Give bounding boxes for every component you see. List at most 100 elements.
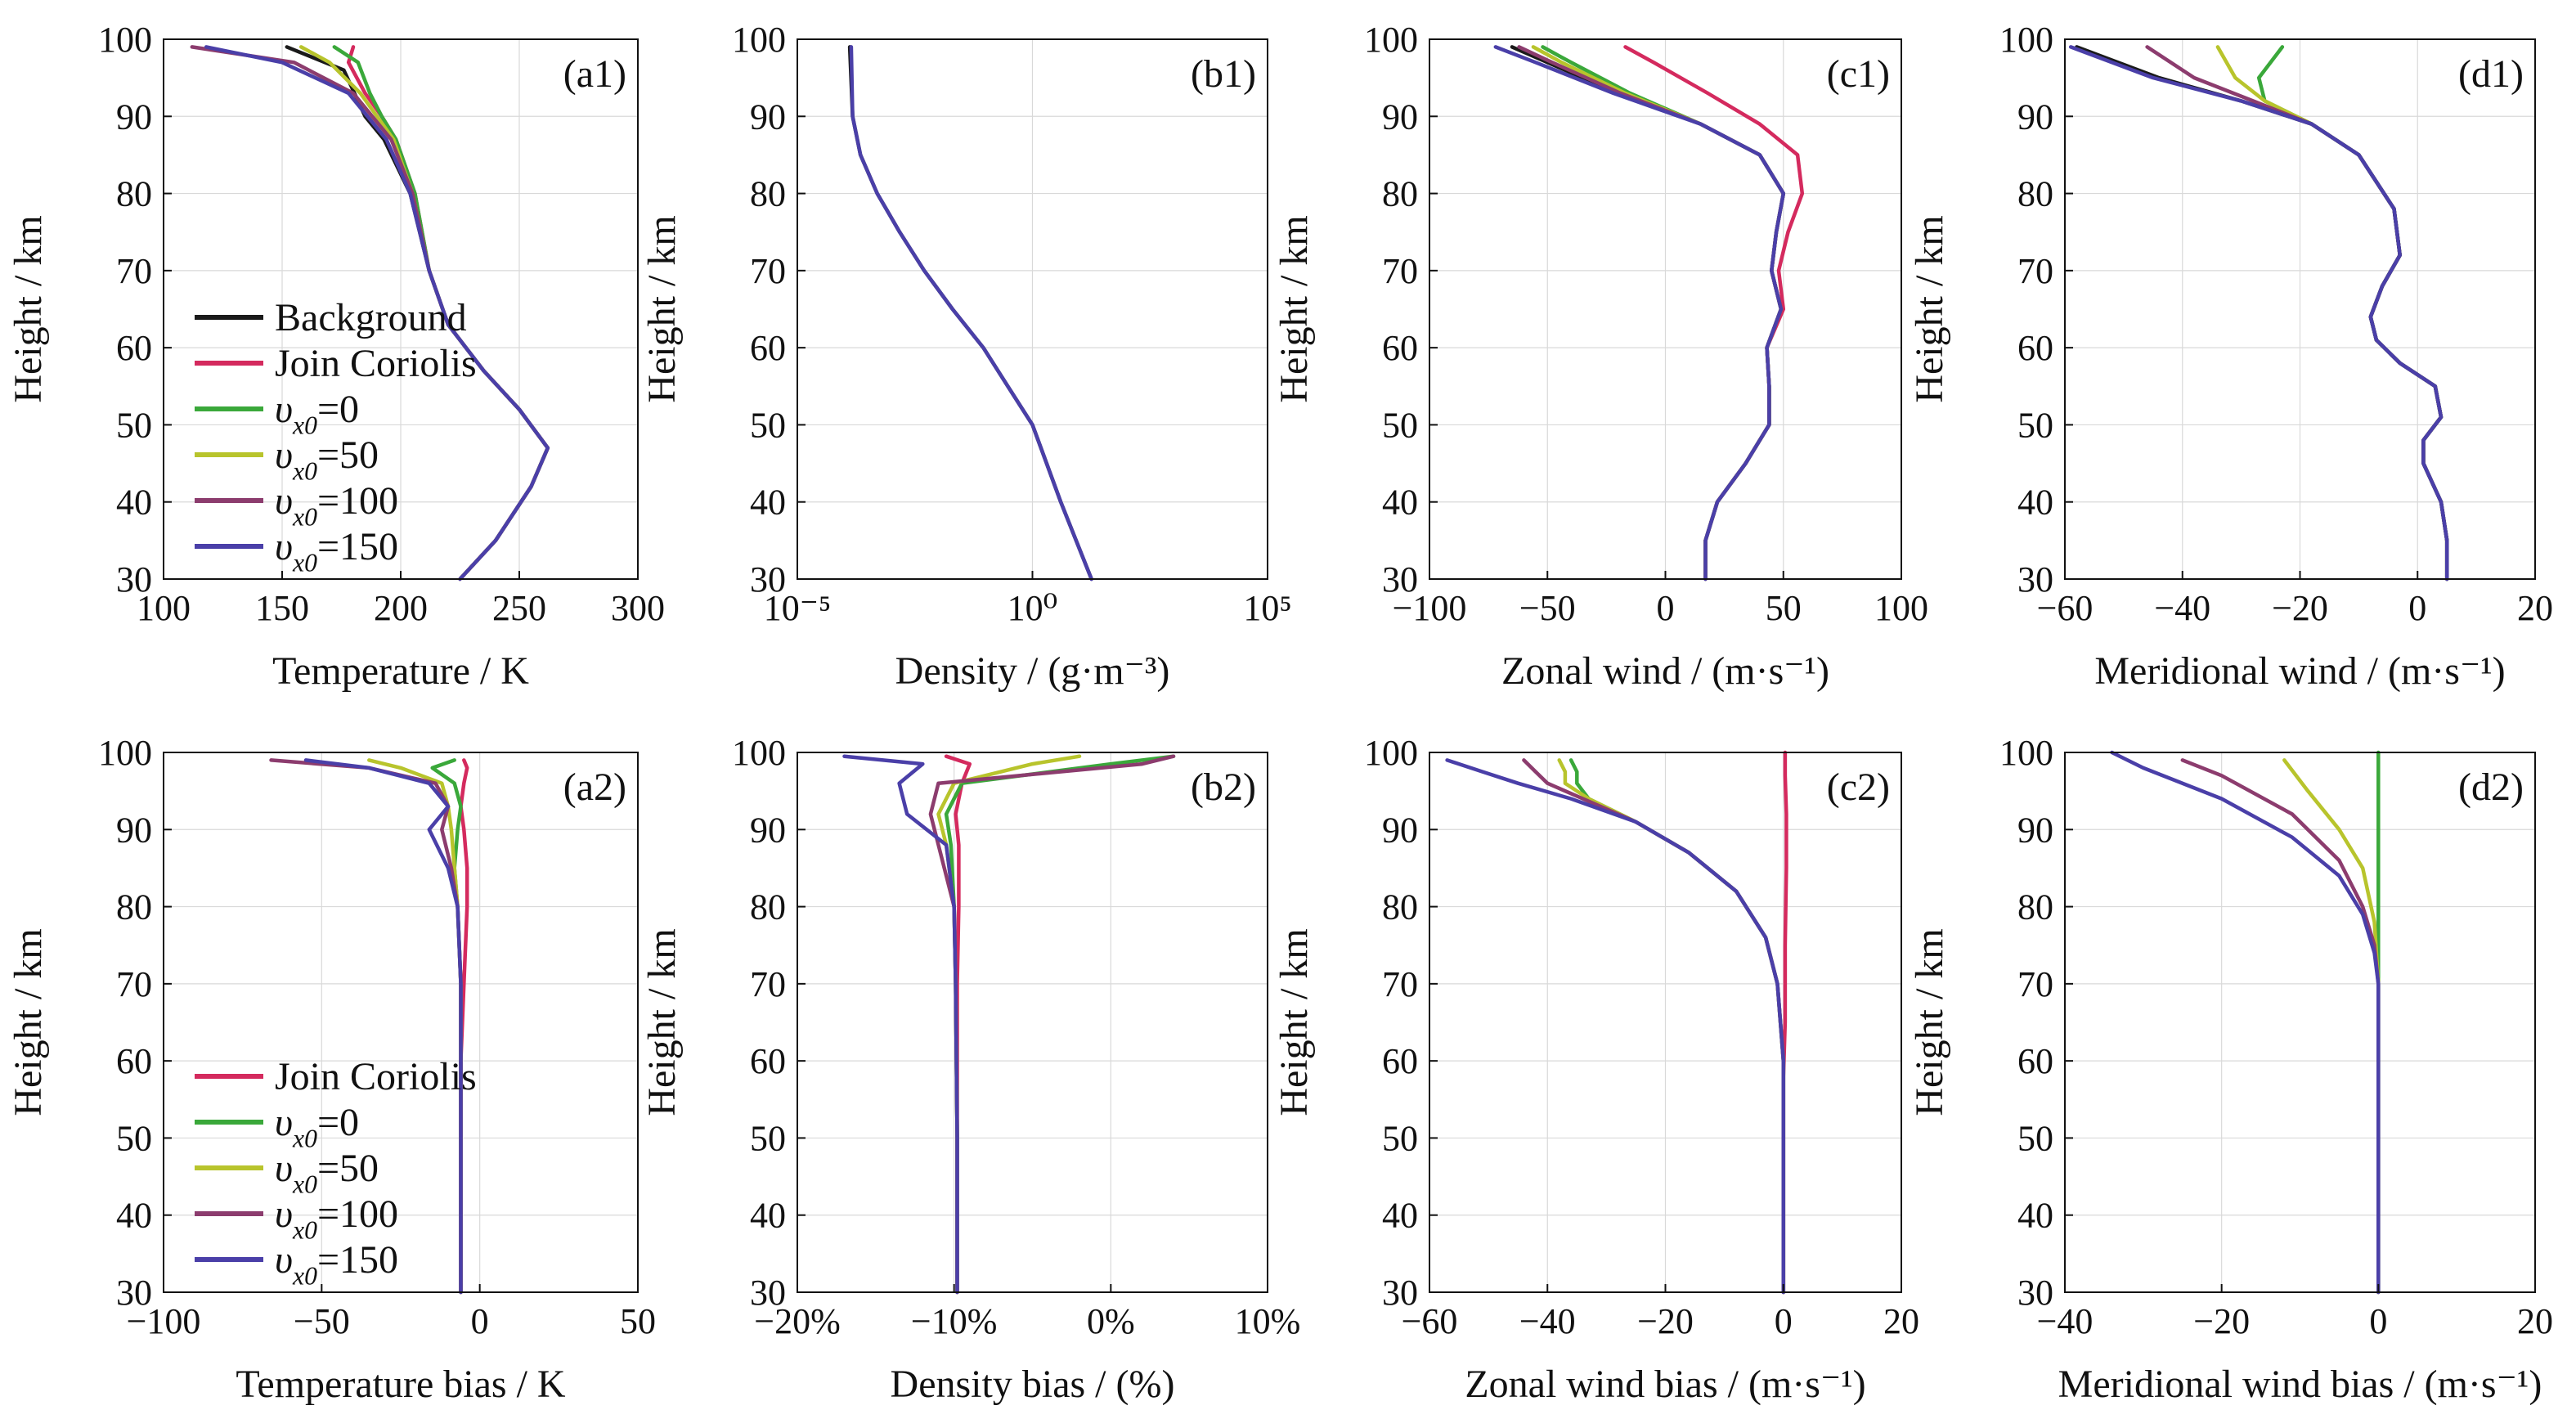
series-c1-vx0-50 <box>1531 45 1786 582</box>
series-d2-vx0-50 <box>2282 758 2381 1295</box>
xtick-label-c1-4: 100 <box>1874 588 1928 628</box>
ytick-label-c2-4: 70 <box>1382 964 1418 1004</box>
ytick-label-a1-2: 50 <box>116 405 152 445</box>
ytick-label-d2-2: 50 <box>2017 1118 2053 1158</box>
ytick-label-b2-6: 90 <box>750 810 786 850</box>
xtick-label-c2-4: 20 <box>1883 1301 1919 1341</box>
ytick-label-d2-1: 40 <box>2017 1196 2053 1236</box>
xlabel-b2: Density bias / (%) <box>891 1363 1175 1406</box>
ytick-label-c2-6: 90 <box>1382 810 1418 850</box>
ytick-label-b2-0: 30 <box>750 1273 786 1313</box>
xtick-label-b2-2: 0% <box>1087 1301 1135 1341</box>
xtick-label-c2-1: −40 <box>1519 1301 1576 1341</box>
ytick-label-b1-6: 90 <box>750 97 786 137</box>
legend-label-a1-4: υx0=100 <box>275 479 398 531</box>
ytick-label-a2-7: 100 <box>98 733 152 773</box>
ytick-label-a1-5: 80 <box>116 174 152 214</box>
series-c2-vx0-0 <box>1568 758 1786 1295</box>
series-b2-vx0-100 <box>928 754 1176 1295</box>
ytick-label-a2-3: 60 <box>116 1041 152 1081</box>
series-d1-background <box>2075 45 2449 582</box>
xtick-label-d2-2: 0 <box>2369 1301 2387 1341</box>
xlabel-c2: Zonal wind bias / (m·s⁻¹) <box>1465 1363 1865 1406</box>
panel-b1: 10⁻⁵ 10⁰ 10⁵ 30 40 50 60 70 80 90 100 Density / (g·… <box>640 20 1292 693</box>
ytick-label-a2-2: 50 <box>116 1118 152 1158</box>
ytick-label-c1-2: 50 <box>1382 405 1418 445</box>
ytick-label-c2-7: 100 <box>1364 733 1418 773</box>
xtick-label-d1-4: 20 <box>2517 588 2553 628</box>
panel-label-d2: (d2) <box>2458 766 2524 809</box>
ytick-label-b1-7: 100 <box>732 20 786 60</box>
ytick-label-c2-0: 30 <box>1382 1273 1418 1313</box>
series-a2-vx0-150 <box>303 758 463 1295</box>
series-d2-vx0-150 <box>2110 750 2381 1295</box>
series-c1-vx0-100 <box>1517 45 1786 582</box>
series-c2-vx0-150 <box>1445 758 1786 1295</box>
ytick-label-d1-3: 60 <box>2017 328 2053 368</box>
ytick-label-b2-3: 60 <box>750 1041 786 1081</box>
panel-c1: −100 −50 0 50 100 30 40 50 60 70 80 90 100 Zonal wind… <box>1272 20 1928 693</box>
xtick-label-a2-3: 50 <box>620 1301 656 1341</box>
ytick-label-b1-1: 40 <box>750 483 786 523</box>
xtick-label-a1-2: 200 <box>374 588 428 628</box>
panel-label-c1: (c1) <box>1827 52 1890 96</box>
legend-label-a1-2: υx0=0 <box>275 388 359 439</box>
legend-label-a2-1: υx0=0 <box>275 1101 359 1152</box>
xtick-label-a1-0: 100 <box>137 588 191 628</box>
panel-label-a2: (a2) <box>563 766 626 809</box>
xtick-label-c2-0: −60 <box>1402 1301 1458 1341</box>
ytick-label-d1-5: 80 <box>2017 174 2053 214</box>
ytick-label-a1-3: 60 <box>116 328 152 368</box>
xtick-label-a2-0: −100 <box>127 1301 201 1341</box>
ytick-label-d1-1: 40 <box>2017 483 2053 523</box>
xtick-label-c2-2: −20 <box>1637 1301 1694 1341</box>
ytick-label-c2-1: 40 <box>1382 1196 1418 1236</box>
ytick-label-d2-4: 70 <box>2017 964 2053 1004</box>
xtick-label-c2-3: 0 <box>1775 1301 1793 1341</box>
xlabel-d1: Meridional wind / (m·s⁻¹) <box>2094 649 2505 693</box>
series-c1-join-coriolis <box>1623 45 1805 582</box>
ytick-label-a2-0: 30 <box>116 1273 152 1313</box>
series-c2-vx0-50 <box>1557 758 1786 1295</box>
ytick-label-d2-0: 30 <box>2017 1273 2053 1313</box>
ytick-label-a1-7: 100 <box>98 20 152 60</box>
series-c1-background <box>1510 45 1786 582</box>
xtick-label-c1-0: −100 <box>1393 588 1467 628</box>
xtick-label-b2-0: −20% <box>754 1301 840 1341</box>
ylabel-c1: Height / km <box>1272 215 1316 402</box>
series-c1-vx0-0 <box>1541 45 1786 582</box>
ylabel-a2: Height / km <box>7 928 50 1116</box>
ylabel-b2: Height / km <box>640 928 684 1116</box>
ytick-label-d1-4: 70 <box>2017 251 2053 291</box>
ytick-label-c2-5: 80 <box>1382 887 1418 927</box>
legend-label-a2-4: υx0=150 <box>275 1238 398 1290</box>
legend-label-a2-3: υx0=100 <box>275 1192 398 1244</box>
xtick-label-d1-1: −40 <box>2154 588 2210 628</box>
xtick-label-d1-3: 0 <box>2408 588 2426 628</box>
ytick-label-c1-6: 90 <box>1382 97 1418 137</box>
xlabel-c1: Zonal wind / (m·s⁻¹) <box>1501 649 1829 693</box>
ytick-label-d2-7: 100 <box>1999 733 2053 773</box>
xtick-label-c1-3: 50 <box>1766 588 1802 628</box>
ytick-label-c1-5: 80 <box>1382 174 1418 214</box>
plot-frame-b2 <box>797 752 1268 1293</box>
panel-label-b2: (b2) <box>1191 766 1256 809</box>
ytick-label-d1-6: 90 <box>2017 97 2053 137</box>
ytick-label-d1-7: 100 <box>1999 20 2053 60</box>
xtick-label-d2-1: −20 <box>2193 1301 2250 1341</box>
xtick-label-b1-0: 10⁻⁵ <box>764 588 832 628</box>
series-b1-background <box>847 45 1093 582</box>
xtick-label-d2-3: 20 <box>2517 1301 2553 1341</box>
panel-a1: 100 150 200 250 300 30 40 50 60 70 80 90 100 Temperat… <box>7 20 665 693</box>
xlabel-d2: Meridional wind bias / (m·s⁻¹) <box>2058 1363 2542 1406</box>
panel-d1: −60 −40 −20 0 20 30 40 50 60 70 80 90 100 Meridional … <box>1908 20 2553 693</box>
ylabel-c2: Height / km <box>1272 928 1316 1116</box>
xtick-label-a1-4: 300 <box>611 588 665 628</box>
xtick-label-d1-2: −20 <box>2272 588 2328 628</box>
xtick-label-b2-3: 10% <box>1235 1301 1301 1341</box>
xtick-label-a1-1: 150 <box>255 588 309 628</box>
panel-label-a1: (a1) <box>563 52 626 96</box>
series-d1-vx0-50 <box>2215 45 2449 582</box>
ytick-label-b2-5: 80 <box>750 887 786 927</box>
ytick-label-a1-1: 40 <box>116 483 152 523</box>
